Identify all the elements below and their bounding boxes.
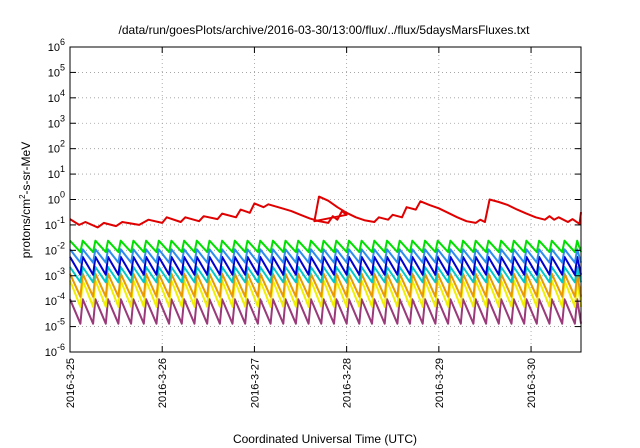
y-tick-base: 10 (45, 220, 57, 232)
y-tick-label: 104 (48, 88, 65, 105)
y-tick-base: 10 (45, 322, 57, 334)
x-gridlines (161, 47, 532, 352)
series-line (69, 272, 582, 298)
series-line (69, 266, 582, 284)
y-tick-label: 101 (48, 164, 65, 181)
y-axis-label-sup: 2 (18, 194, 27, 199)
y-tick-exp: 1 (60, 164, 65, 174)
series-line (69, 255, 582, 276)
y-tick-base: 10 (48, 118, 60, 130)
chart-title: /data/run/goesPlots/archive/2016-03-30/1… (119, 23, 531, 37)
x-tick-label: 2016-3-26 (157, 358, 169, 408)
y-tick-label: 100 (48, 190, 65, 207)
y-tick-label: 103 (48, 113, 65, 130)
series-line (69, 298, 582, 325)
y-axis-label-main: protons/cm (19, 199, 33, 258)
y-tick-label: 10-2 (45, 240, 65, 257)
y-tick-exp: 3 (60, 113, 65, 123)
y-axis-label-rest: -s-sr-MeV (19, 142, 33, 195)
x-axis-ticks: 2016-3-25 2016-3-26 2016-3-27 2016-3-28 2016… (65, 47, 538, 408)
x-tick-label: 2016-3-28 (342, 358, 354, 408)
y-tick-base: 10 (48, 67, 60, 79)
x-tick-label: 2016-3-30 (526, 358, 538, 408)
y-tick-exp: 0 (60, 190, 65, 200)
y-tick-base: 10 (45, 347, 57, 359)
x-axis-label: Coordinated Universal Time (UTC) (233, 432, 417, 446)
y-tick-base: 10 (48, 42, 60, 54)
y-tick-base: 10 (45, 296, 57, 308)
y-tick-base: 10 (48, 195, 60, 207)
y-tick-label: 10-3 (45, 266, 65, 283)
y-tick-exp: -5 (57, 317, 65, 327)
series-layer (69, 195, 582, 325)
y-tick-base: 10 (48, 144, 60, 156)
y-tick-base: 10 (48, 169, 60, 181)
y-tick-exp: -6 (57, 342, 65, 352)
series-line (69, 239, 582, 254)
x-tick-label: 2016-3-25 (65, 358, 77, 408)
x-tick-label: 2016-3-27 (249, 358, 261, 408)
series-line (69, 248, 582, 264)
y-tick-label: 105 (48, 62, 65, 79)
y-tick-label: 10-4 (45, 291, 65, 308)
y-tick-exp: 5 (60, 62, 65, 72)
y-tick-exp: -1 (57, 215, 65, 225)
y-tick-exp: -2 (57, 240, 65, 250)
y-tick-base: 10 (45, 271, 57, 283)
y-tick-label: 10-1 (45, 215, 65, 232)
y-tick-base: 10 (48, 93, 60, 105)
y-tick-exp: 6 (60, 37, 65, 47)
y-tick-exp: 4 (60, 88, 65, 98)
y-tick-label: 106 (48, 37, 65, 54)
y-tick-exp: -3 (57, 266, 65, 276)
y-tick-label: 102 (48, 139, 65, 156)
y-tick-label: 10-5 (45, 317, 65, 334)
y-tick-base: 10 (45, 245, 57, 257)
y-axis-ticks: 10-610-510-410-310-210-11001011021031041… (45, 37, 581, 359)
y-tick-exp: -4 (57, 291, 65, 301)
y-axis-label: protons/cm2-s-sr-MeV (18, 142, 33, 258)
y-tick-exp: 2 (60, 139, 65, 149)
x-tick-label: 2016-3-29 (434, 358, 446, 408)
y-tick-label: 10-6 (45, 342, 65, 359)
series-line (69, 195, 582, 229)
